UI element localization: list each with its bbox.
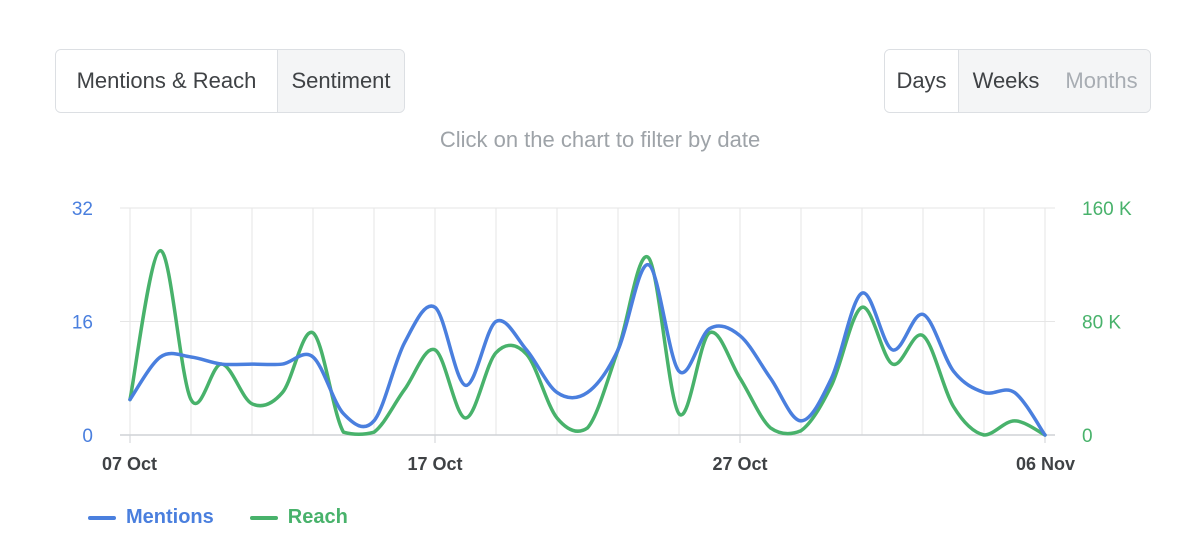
legend-reach[interactable]: Reach: [249, 506, 348, 529]
tab-mentions-reach[interactable]: Mentions & Reach: [56, 50, 278, 112]
series-line-reach: [128, 248, 1047, 437]
tab-sentiment[interactable]: Sentiment: [278, 50, 404, 112]
x-tick-label: 17 Oct: [407, 454, 462, 474]
x-tick-label: 27 Oct: [712, 454, 767, 474]
legend-reach-swatch: [249, 515, 278, 520]
y-right-tick-label: 160 K: [1082, 199, 1132, 220]
y-left-tick-label: 16: [72, 313, 93, 334]
legend-mentions[interactable]: Mentions: [88, 506, 214, 529]
period-switcher: Days Weeks Months: [884, 49, 1151, 113]
period-weeks[interactable]: Weeks: [959, 50, 1053, 112]
legend-mentions-swatch: [88, 515, 116, 520]
mentions-reach-chart[interactable]: 07 Oct 17 Oct 27 Oct 06 Nov 0 16 32 0 80 K 160 K: [0, 0, 1200, 500]
series-line-mentions: [128, 263, 1047, 437]
period-days[interactable]: Days: [885, 50, 959, 112]
view-switcher: Mentions & Reach Sentiment: [55, 49, 405, 113]
y-right-tick-label: 0: [1082, 426, 1093, 447]
x-tick-label: 06 Nov: [1016, 454, 1075, 474]
chart-legend: Mentions Reach: [88, 506, 348, 529]
period-months: Months: [1053, 50, 1150, 112]
chart-hint: Click on the chart to filter by date: [439, 127, 761, 152]
y-left-tick-label: 0: [82, 426, 93, 447]
y-left-tick-label: 32: [72, 199, 93, 220]
y-right-tick-label: 80 K: [1082, 313, 1121, 334]
x-tick-label: 07 Oct: [102, 454, 157, 474]
legend-reach-label: Reach: [287, 506, 348, 528]
legend-mentions-label: Mentions: [126, 506, 214, 528]
